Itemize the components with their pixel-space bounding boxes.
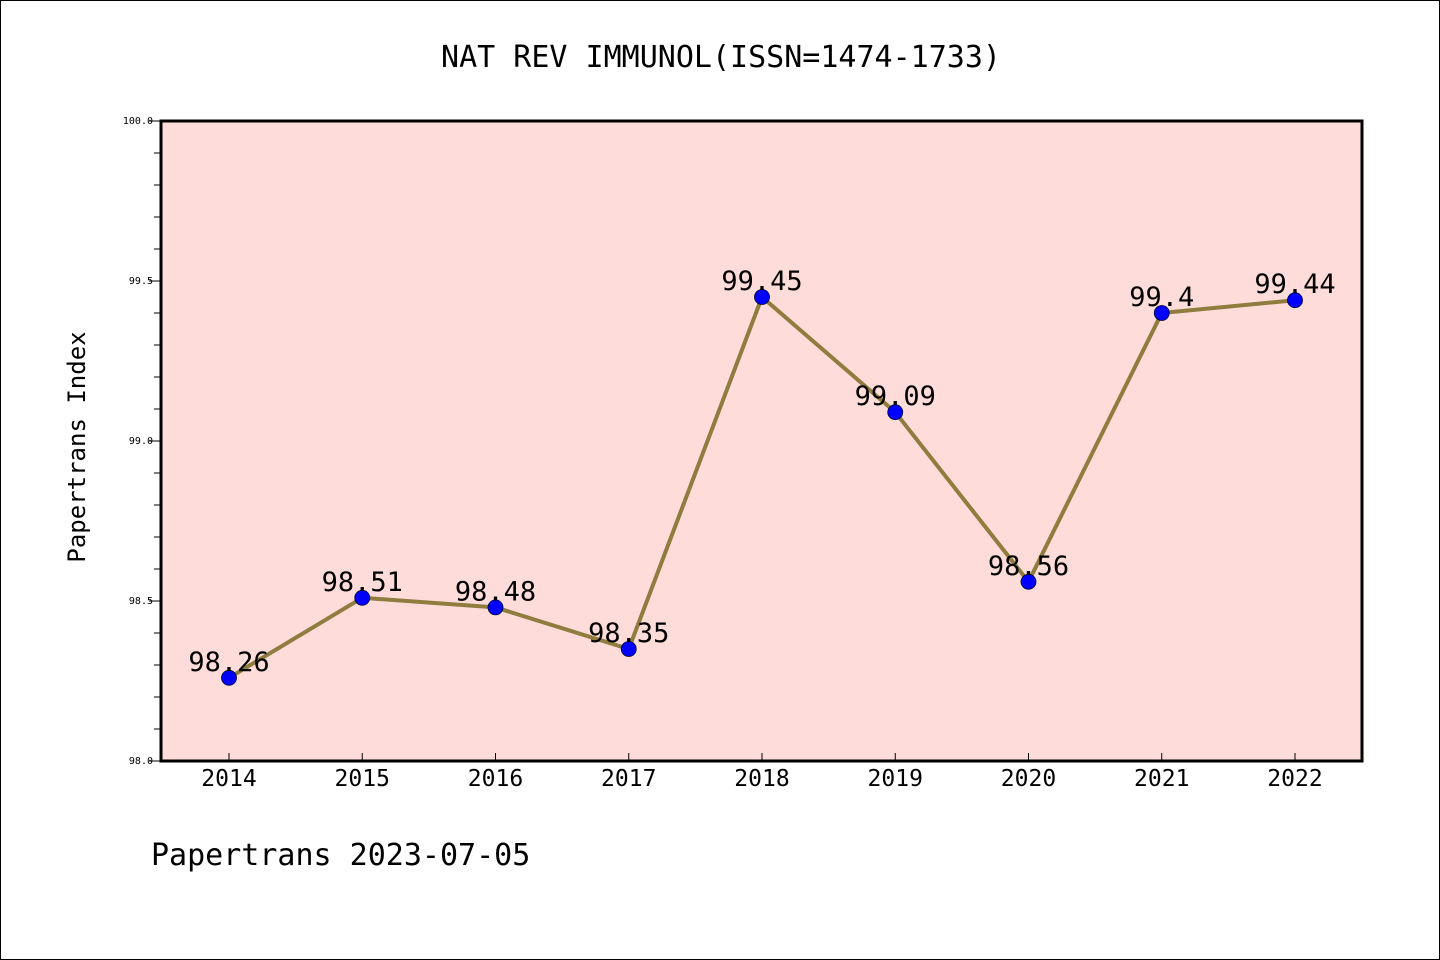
data-point bbox=[1020, 573, 1037, 590]
data-point bbox=[487, 599, 504, 616]
data-point bbox=[354, 589, 371, 606]
x-axis: 2014 2015 2016 2017 2018 2019 2020 2021 2022 bbox=[201, 753, 1323, 792]
data-labels: 98.26 98.51 98.48 98.35 99.45 99.09 98.56 99.4 9… bbox=[188, 266, 1335, 678]
data-label: 98.48 bbox=[455, 576, 536, 607]
footer-date: Papertrans 2023-07-05 bbox=[151, 838, 530, 873]
x-tick-label: 2020 bbox=[1001, 766, 1056, 792]
y-tick-label: 98.5 bbox=[129, 596, 153, 607]
x-tick-label: 2022 bbox=[1267, 766, 1322, 792]
y-tick-label: 99.5 bbox=[129, 276, 153, 287]
data-point bbox=[754, 289, 770, 305]
x-tick-label: 2014 bbox=[201, 766, 256, 792]
x-tick-label: 2018 bbox=[734, 766, 789, 792]
x-tick-label: 2016 bbox=[468, 766, 523, 792]
y-tick-label: 100.0 bbox=[123, 116, 153, 127]
data-points bbox=[221, 289, 1303, 686]
data-label: 99.4 bbox=[1129, 282, 1194, 313]
data-point bbox=[887, 404, 904, 421]
data-label: 99.09 bbox=[855, 381, 936, 412]
plot-frame bbox=[159, 119, 1364, 763]
y-tick-label: 99.0 bbox=[129, 436, 153, 447]
x-tick-label: 2019 bbox=[868, 766, 923, 792]
chart-title: NAT REV IMMUNOL(ISSN=1474-1733) bbox=[441, 40, 1001, 75]
data-point bbox=[620, 641, 637, 657]
data-point bbox=[1153, 305, 1170, 321]
data-label: 98.35 bbox=[588, 618, 669, 649]
data-label: 98.26 bbox=[188, 647, 269, 678]
data-label: 99.44 bbox=[1254, 269, 1335, 300]
plot-area bbox=[161, 121, 1362, 761]
y-axis-label: Papertrans Index bbox=[63, 331, 91, 562]
y-tick-label: 98.0 bbox=[129, 756, 153, 767]
x-tick-label: 2021 bbox=[1134, 766, 1189, 792]
y-axis: 98.0 98.5 99.0 99.5 100.0 bbox=[123, 116, 161, 767]
x-tick-label: 2015 bbox=[335, 766, 390, 792]
data-label: 98.56 bbox=[988, 551, 1069, 582]
data-label: 99.45 bbox=[721, 266, 802, 297]
data-point bbox=[221, 669, 237, 686]
data-label: 98.51 bbox=[322, 567, 403, 598]
x-tick-label: 2017 bbox=[601, 766, 656, 792]
data-point bbox=[1287, 292, 1303, 309]
